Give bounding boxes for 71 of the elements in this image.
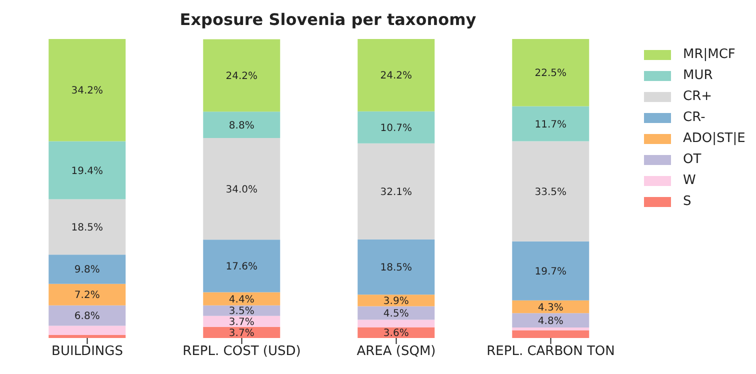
- bar: [512, 328, 590, 330]
- bar: [203, 138, 280, 240]
- data-label: 10.7%: [380, 122, 412, 134]
- data-label: 3.6%: [383, 328, 409, 340]
- bar: [512, 106, 590, 142]
- legend-label: MR|MCF: [683, 47, 736, 62]
- bar: [358, 239, 435, 295]
- data-label: 3.9%: [383, 296, 409, 307]
- data-label: 7.2%: [74, 290, 100, 302]
- data-label: 4.5%: [383, 308, 409, 320]
- bar: [203, 112, 280, 138]
- data-label: 24.2%: [380, 70, 412, 82]
- data-label: 17.6%: [226, 261, 258, 272]
- bar: [358, 306, 435, 320]
- data-label: 34.0%: [226, 184, 258, 196]
- bar: [48, 305, 126, 326]
- legend-label: MUR: [683, 68, 713, 83]
- legend-label: S: [683, 194, 692, 209]
- x-tick-label: REPL. COST (USD): [182, 344, 301, 360]
- bar: [203, 292, 280, 306]
- bar: [512, 313, 590, 328]
- data-label: 19.4%: [71, 166, 104, 177]
- legend-label: CR+: [683, 89, 712, 104]
- bar: [358, 39, 435, 112]
- data-label: 24.2%: [226, 70, 258, 82]
- data-label: 6.8%: [74, 311, 100, 322]
- legend-label: CR-: [683, 110, 706, 125]
- data-label: 8.8%: [228, 120, 254, 132]
- data-label: 4.4%: [228, 294, 254, 306]
- x-tick-label: BUILDINGS: [52, 344, 123, 360]
- bar: [203, 240, 280, 292]
- bar: [358, 320, 435, 328]
- bar: [48, 284, 126, 306]
- data-label: 11.7%: [534, 119, 567, 130]
- data-label: 4.8%: [538, 316, 564, 327]
- bar: [358, 294, 435, 306]
- bar: [48, 326, 126, 336]
- data-label: 19.7%: [534, 266, 567, 278]
- bar: [512, 39, 590, 106]
- bar: [358, 143, 435, 240]
- bar: [48, 141, 126, 200]
- data-label: 3.7%: [228, 316, 254, 328]
- bar: [203, 316, 280, 327]
- bar: [358, 327, 435, 338]
- data-label: 34.2%: [71, 86, 104, 97]
- bar: [358, 111, 435, 144]
- data-label: 22.5%: [534, 68, 567, 80]
- bar: [48, 254, 126, 284]
- data-label: 18.5%: [380, 262, 412, 274]
- data-label: 32.1%: [380, 186, 412, 198]
- bar: [203, 39, 280, 112]
- chart-title: Exposure Slovenia per taxonomy: [178, 10, 478, 29]
- bar: [48, 199, 126, 255]
- bar: [203, 326, 280, 338]
- legend-label: OT: [683, 152, 702, 167]
- data-label: 4.3%: [538, 302, 564, 314]
- bar: [512, 330, 590, 338]
- legend-label: ADO|ST|E: [683, 131, 746, 146]
- data-label: 3.7%: [228, 328, 254, 339]
- bar: [512, 141, 590, 242]
- bar: [48, 39, 126, 142]
- data-label: 33.5%: [534, 186, 567, 198]
- bar: [48, 335, 126, 338]
- data-label: 9.8%: [74, 264, 100, 276]
- legend-label: W: [683, 173, 696, 188]
- bar: [203, 305, 280, 316]
- bar: [512, 241, 590, 300]
- data-label: 18.5%: [71, 222, 104, 234]
- data-label: 3.5%: [228, 306, 254, 318]
- x-tick-label: AREA (SQM): [356, 344, 436, 360]
- x-tick-label: REPL. CARBON TON: [486, 344, 615, 360]
